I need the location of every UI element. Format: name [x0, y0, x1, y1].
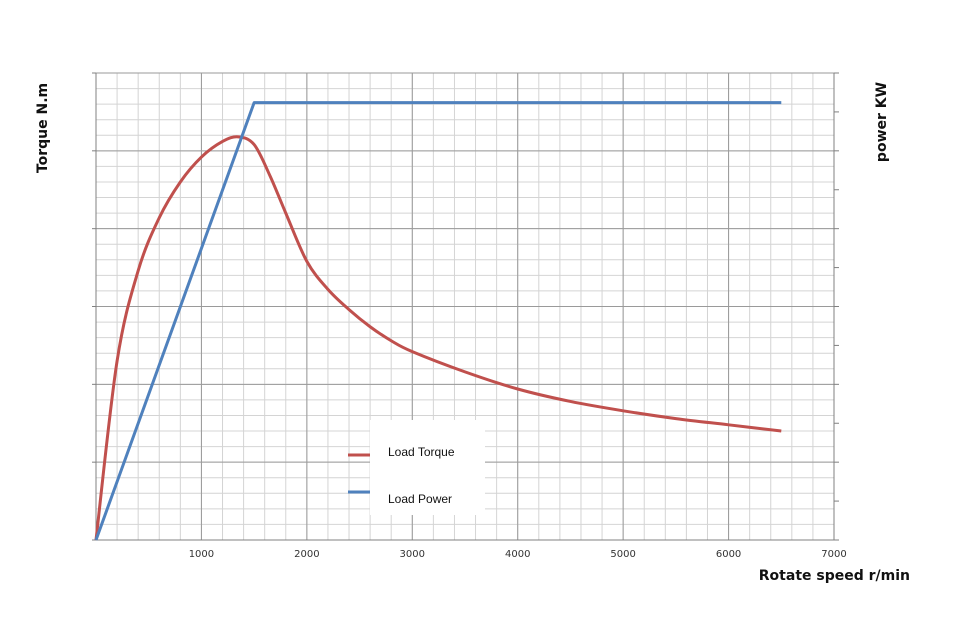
axes [92, 72, 839, 541]
series-line-load-power [94, 101, 782, 541]
series-line-load-torque [94, 135, 782, 541]
legend-box [370, 420, 485, 515]
legend: Load Torque Load Power [348, 420, 485, 515]
y-axis-title: Torque N.m [35, 83, 51, 173]
x-tick-label: 5000 [610, 549, 635, 560]
x-axis-title: Rotate speed r/min [759, 568, 910, 584]
x-tick-label: 6000 [716, 549, 741, 560]
x-tick-label: 4000 [505, 549, 530, 560]
legend-label-power: Load Power [388, 492, 452, 506]
y2-axis-title: power KW [874, 82, 890, 162]
x-tick-label: 3000 [400, 549, 425, 560]
x-tick-label: 7000 [821, 549, 846, 560]
legend-label-torque: Load Torque [388, 445, 455, 459]
x-tick-label: 1000 [189, 549, 214, 560]
x-tick-label: 2000 [294, 549, 319, 560]
series-group [94, 101, 782, 541]
x-tick-labels: 1000 2000 3000 4000 5000 6000 7000 [189, 549, 847, 560]
